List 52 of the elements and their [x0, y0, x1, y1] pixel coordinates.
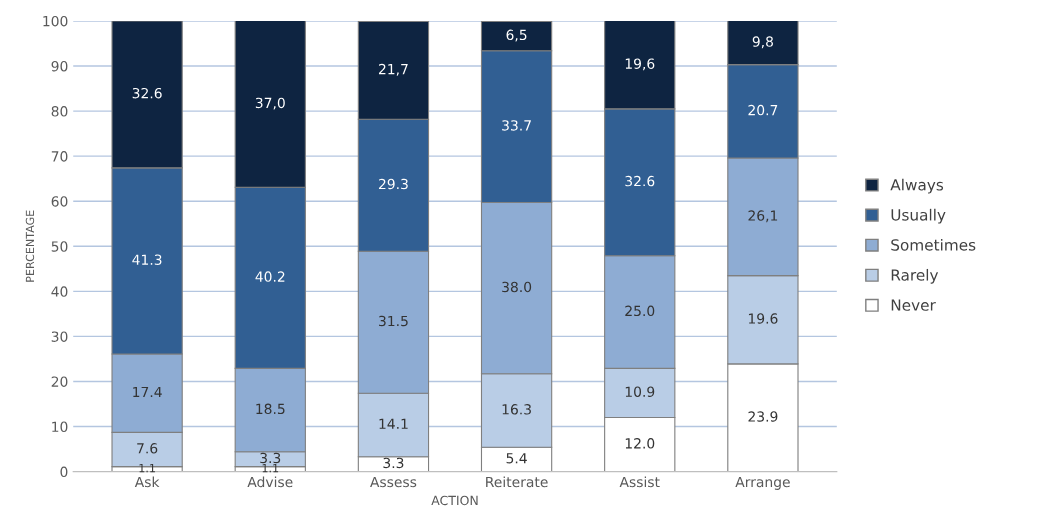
y-tick-label: 70	[51, 151, 68, 162]
data-label: 19,6	[625, 58, 655, 71]
y-tick-label: 10	[52, 421, 68, 433]
y-tick-label: 80	[51, 106, 68, 117]
y-tick-label: 90	[51, 60, 68, 72]
legend-label: Usually	[891, 208, 946, 224]
y-tick-label: 60	[51, 196, 68, 207]
data-label: 9,8	[752, 36, 773, 49]
x-tick-label: Advise	[247, 476, 293, 488]
data-label: 5.4	[506, 453, 527, 464]
data-label: 29.3	[378, 178, 408, 190]
data-label: 41.3	[132, 254, 162, 265]
data-label: 23.9	[748, 411, 778, 422]
y-tick-label: 20	[51, 376, 68, 387]
data-label: 17.4	[133, 386, 162, 398]
data-label: 20.7	[748, 104, 778, 116]
x-tick-label: Assess	[370, 476, 417, 488]
data-label: 3.3	[260, 452, 281, 464]
data-label: 6,5	[506, 29, 527, 42]
x-tick-label: Ask	[134, 476, 160, 488]
y-axis-title: PERCENTAGE	[25, 210, 35, 282]
data-label: 14.1	[379, 418, 408, 429]
data-label: 32.6	[132, 87, 162, 99]
x-tick-label: Reiterate	[486, 476, 548, 488]
y-tick-label: 40	[51, 286, 68, 297]
data-label: 3.3	[383, 457, 404, 469]
data-label: 16.3	[502, 404, 531, 415]
y-tick-label: 0	[60, 466, 68, 478]
data-label: 25.0	[625, 305, 655, 317]
legend-label: Always	[890, 178, 944, 194]
data-label: 18.5	[256, 403, 285, 415]
data-label: 10.9	[625, 386, 655, 397]
data-label: 26,1	[748, 210, 778, 223]
x-tick-label: Arrange	[735, 476, 790, 490]
data-label: 37,0	[255, 97, 285, 110]
data-label: 21,7	[378, 63, 408, 76]
data-label: 12.0	[625, 438, 655, 449]
data-label: 32.6	[625, 175, 655, 187]
x-tick-label: Assist	[619, 476, 660, 488]
data-label: 38.0	[502, 281, 532, 293]
y-tick-label: 100	[43, 15, 68, 27]
y-tick-label: 30	[51, 331, 68, 342]
data-label: 31.5	[379, 315, 408, 327]
legend-label: Never	[891, 299, 936, 311]
legend-label: Rarely	[891, 268, 939, 284]
data-label: 19.6	[748, 313, 778, 324]
data-label: 33.7	[502, 120, 531, 131]
y-tick-label: 50	[51, 241, 68, 252]
legend-label: Sometimes	[891, 238, 976, 251]
x-axis-title: ACTION	[431, 495, 478, 506]
data-label: 40.2	[255, 271, 285, 282]
data-label: 7.6	[137, 443, 158, 454]
